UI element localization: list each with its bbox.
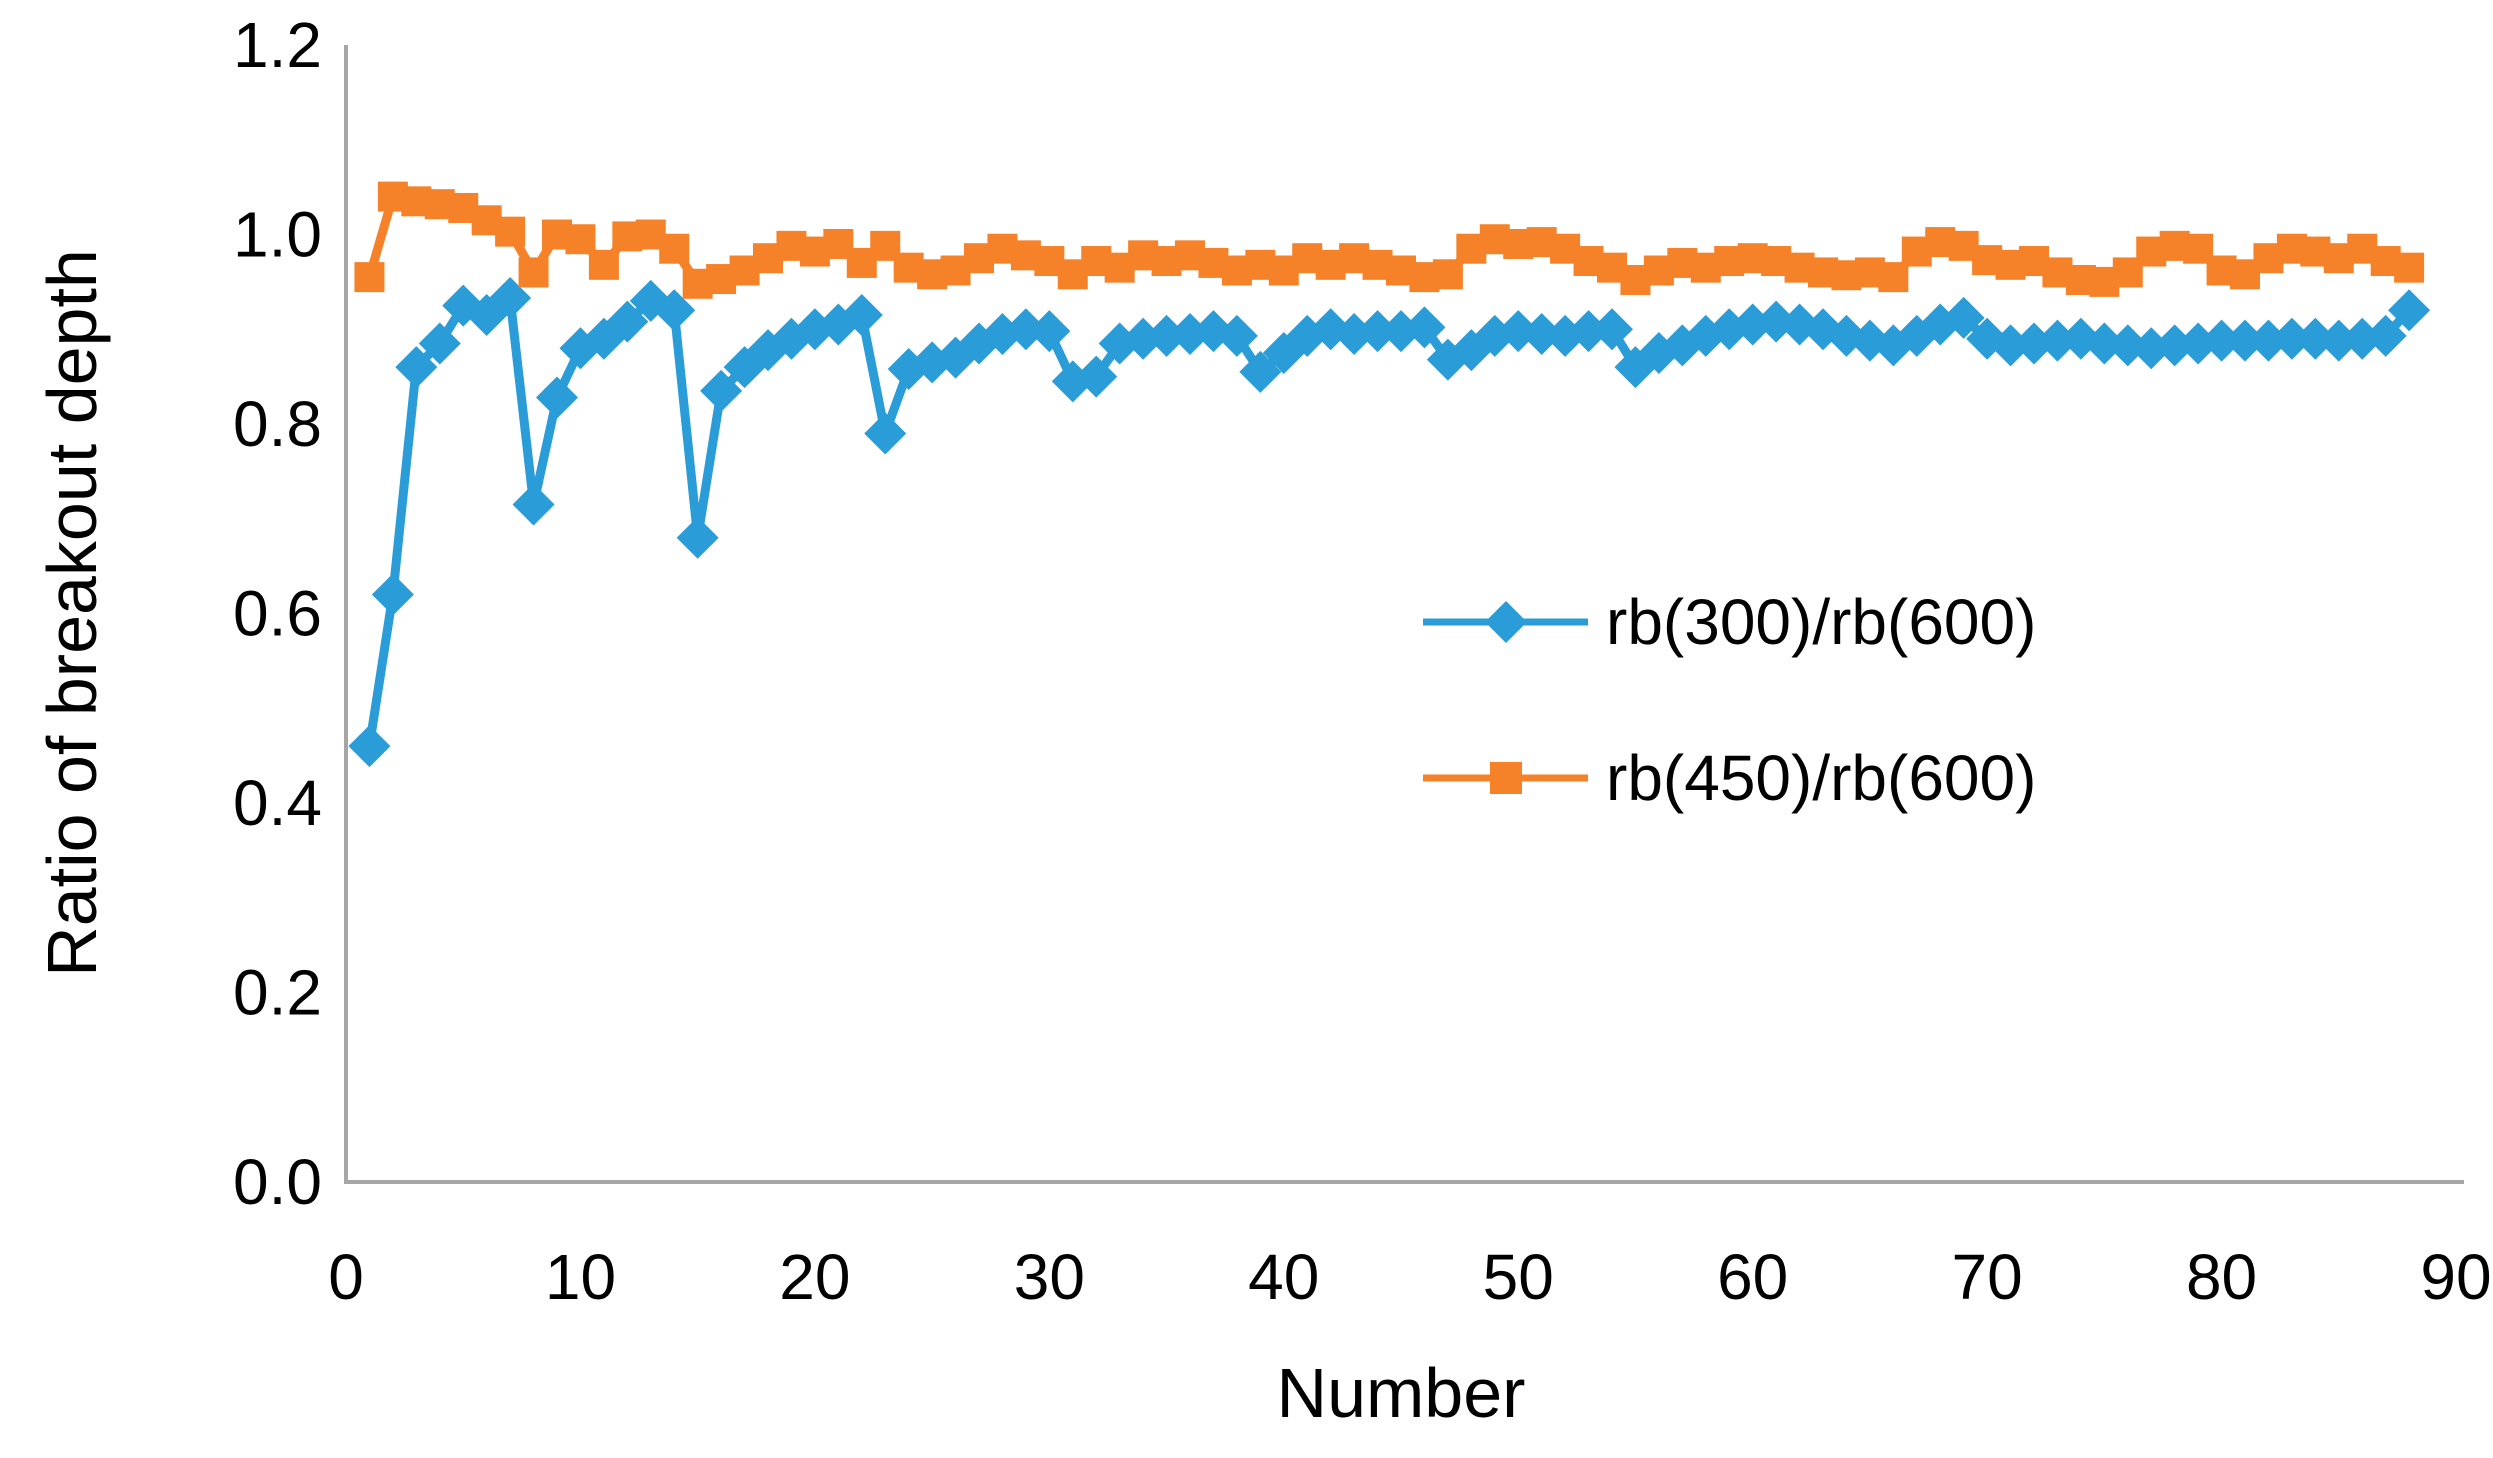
x-tick-label: 40 — [1248, 1241, 1319, 1313]
data-point-marker — [1356, 310, 1399, 353]
data-point-marker — [395, 346, 438, 389]
data-point-marker — [588, 249, 619, 280]
data-point-marker — [418, 322, 461, 365]
data-point-marker — [1432, 259, 1463, 290]
square-icon — [1490, 762, 1522, 794]
data-point-marker — [864, 412, 907, 455]
data-point-marker — [1028, 310, 1071, 353]
y-tick-label: 0.0 — [233, 1146, 322, 1218]
data-point-marker — [2294, 317, 2337, 360]
data-point-marker — [606, 300, 649, 343]
data-point-marker — [2317, 319, 2360, 362]
x-tick-label: 80 — [2186, 1241, 2257, 1313]
legend-label-rb450: rb(450)/rb(600) — [1606, 742, 2036, 814]
legend: rb(300)/rb(600) rb(450)/rb(600) — [1423, 586, 2036, 814]
data-point-marker — [2153, 324, 2196, 367]
series-line — [364, 293, 2414, 751]
data-point-marker — [354, 262, 385, 293]
x-tick-label: 90 — [2420, 1241, 2491, 1313]
data-point-marker — [2388, 289, 2431, 332]
data-point-marker — [1878, 262, 1909, 293]
diamond-icon — [1485, 601, 1527, 643]
data-point-marker — [1403, 306, 1446, 349]
x-tick-label: 70 — [1952, 1241, 2023, 1313]
x-tick-label: 60 — [1717, 1241, 1788, 1313]
y-tick-label: 0.2 — [233, 957, 322, 1029]
legend-label-rb300: rb(300)/rb(600) — [1606, 586, 2036, 658]
data-point-marker — [1145, 314, 1188, 357]
legend-entry-rb300: rb(300)/rb(600) — [1423, 586, 2036, 658]
data-point-marker — [2364, 314, 2407, 357]
data-point-marker — [1591, 308, 1633, 351]
y-tick-label: 0.8 — [233, 388, 322, 460]
data-point-marker — [518, 257, 549, 288]
x-tick-label: 20 — [779, 1241, 850, 1313]
data-point-marker — [348, 725, 391, 768]
data-point-marker — [676, 516, 719, 559]
data-point-marker — [2270, 317, 2313, 360]
x-tick-label: 0 — [328, 1241, 364, 1313]
y-tick-label: 0.6 — [233, 578, 322, 650]
legend-entry-rb450: rb(450)/rb(600) — [1423, 742, 2036, 814]
data-point-marker — [1942, 296, 1985, 339]
data-point-marker — [2200, 319, 2243, 362]
data-point-marker — [1989, 324, 2032, 367]
axes-layer: 0.0 0.2 0.4 0.6 0.8 1.0 1.2 0 10 20 30 40 50 60 70 80 90 — [233, 9, 2492, 1313]
data-point-marker — [2083, 322, 2126, 365]
x-axis-title: Number — [1277, 1354, 1526, 1432]
data-point-marker — [1215, 314, 1258, 357]
x-tick-label: 30 — [1014, 1241, 1085, 1313]
data-point-marker — [653, 289, 696, 332]
data-point-marker — [659, 233, 690, 264]
data-point-marker — [700, 369, 743, 412]
data-point-marker — [495, 216, 526, 247]
data-point-marker — [565, 224, 596, 255]
data-point-marker — [1004, 308, 1047, 351]
data-point-marker — [512, 483, 555, 526]
y-tick-label: 1.0 — [233, 199, 322, 271]
data-point-marker — [371, 573, 414, 616]
series-layer — [348, 181, 2431, 768]
data-point-marker — [1520, 312, 1563, 355]
y-tick-label: 1.2 — [233, 9, 322, 81]
data-point-marker — [1075, 355, 1118, 398]
data-point-marker — [2394, 252, 2425, 283]
series-rb300 — [348, 276, 2431, 768]
data-point-marker — [536, 376, 578, 419]
data-point-marker — [1567, 310, 1610, 353]
y-tick-label: 0.4 — [233, 767, 322, 839]
series-rb450 — [354, 181, 2425, 299]
data-point-marker — [1239, 350, 1282, 393]
x-tick-label: 50 — [1483, 1241, 1554, 1313]
data-point-marker — [489, 276, 532, 319]
x-tick-label: 10 — [545, 1241, 616, 1313]
y-axis-title: Ratio of breakout depth — [33, 249, 111, 977]
data-point-marker — [2224, 319, 2266, 362]
data-point-marker — [2036, 319, 2079, 362]
data-point-marker — [840, 294, 883, 337]
data-point-marker — [2247, 319, 2290, 362]
